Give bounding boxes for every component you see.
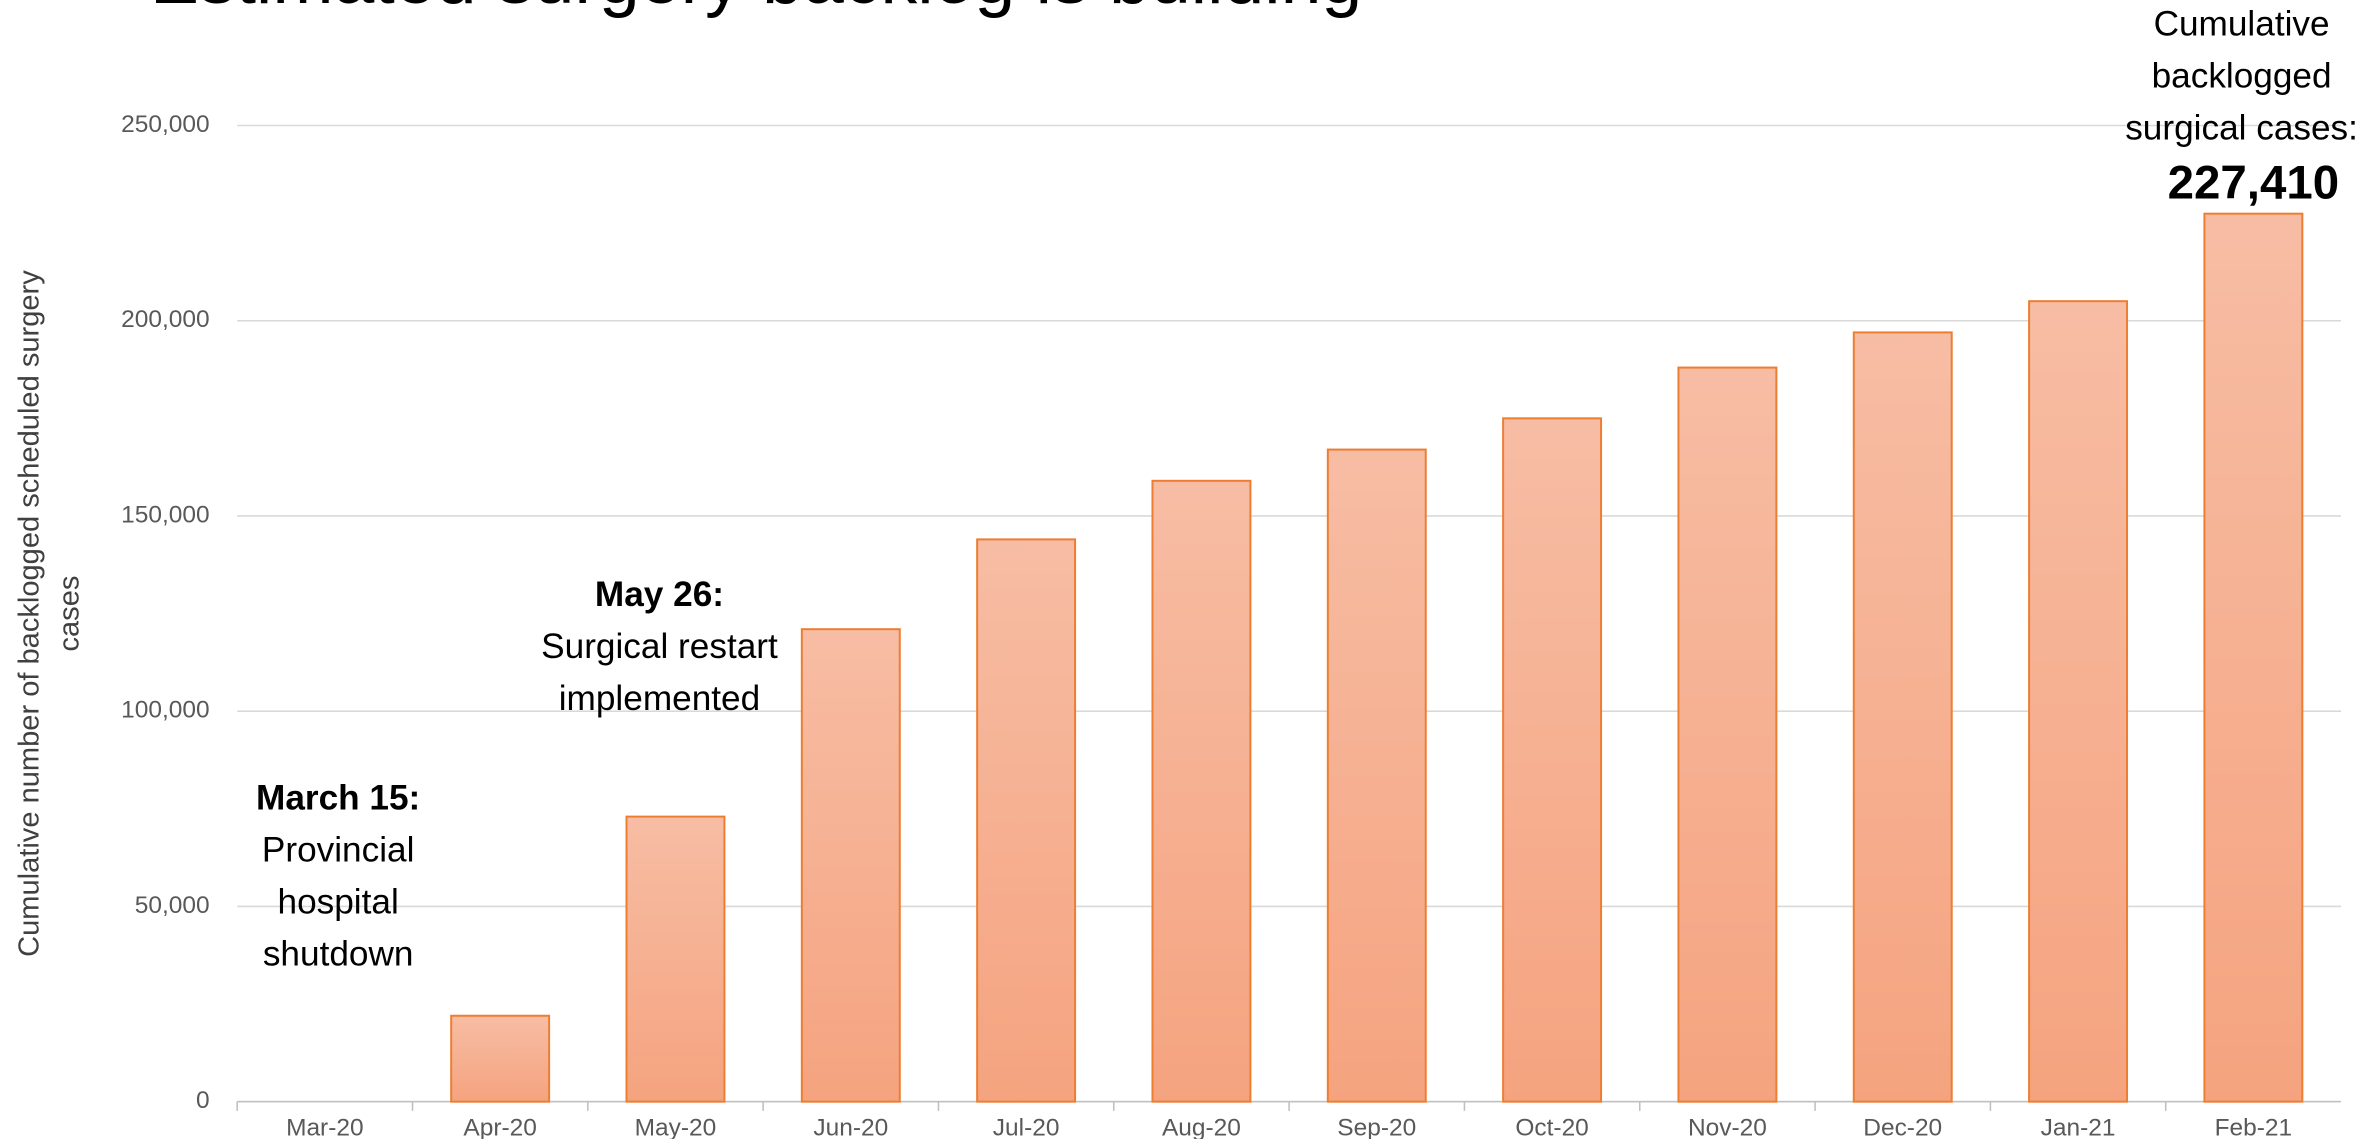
annotation-text: backlogged [2152,56,2332,95]
y-tick-label: 0 [196,1087,210,1114]
annotation-text: Provincial [262,831,415,870]
x-tick-label: Oct-20 [1515,1115,1588,1139]
y-axis-label-line: Cumulative number of backlogged schedule… [13,270,45,957]
y-tick-label: 250,000 [121,111,209,138]
x-tick-label: Apr-20 [463,1115,536,1139]
bar [2028,300,2129,1103]
annotation-text: shutdown [263,935,414,974]
y-tick-label: 100,000 [121,697,209,724]
x-tick-label: Dec-20 [1863,1115,1942,1139]
x-tick-label: Feb-21 [2215,1115,2293,1139]
y-tick-label: 200,000 [121,306,209,333]
bar [976,538,1077,1103]
y-tick-label: 150,000 [121,501,209,528]
annotation-text: surgical cases: [2125,108,2358,147]
x-tick-label: Mar-20 [286,1115,364,1139]
x-tick-label: Nov-20 [1688,1115,1767,1139]
bar [625,815,726,1103]
annotation-text: Cumulative [2154,4,2330,43]
y-axis-label-line: cases [53,576,85,652]
x-tick-label: Sep-20 [1337,1115,1416,1139]
bar [450,1014,551,1103]
annotation-text: hospital [278,883,399,922]
y-axis-label: Cumulative number of backlogged schedule… [13,270,85,957]
bar [1502,417,1603,1103]
annotation-text: implemented [559,679,760,718]
x-tick-label: Jul-20 [993,1115,1060,1139]
x-tick-label: May-20 [635,1115,717,1139]
chart-title: Estimated surgery backlog is building [150,0,1362,19]
x-tick-label: Jun-20 [813,1115,888,1139]
y-tick-label: 50,000 [135,892,210,919]
x-tick-label: Jan-21 [2041,1115,2116,1139]
bar [1677,366,1778,1103]
annotation-title: May 26: [595,575,724,614]
bar [1326,448,1427,1103]
x-tick-label: Aug-20 [1162,1115,1241,1139]
bar [1151,479,1252,1103]
bar [1852,331,1953,1103]
annotation-text: Surgical restart [541,627,778,666]
bar [2203,212,2304,1103]
annotation-title: March 15: [256,779,420,818]
value-label: 227,410 [2168,157,2339,210]
bar [800,628,901,1103]
